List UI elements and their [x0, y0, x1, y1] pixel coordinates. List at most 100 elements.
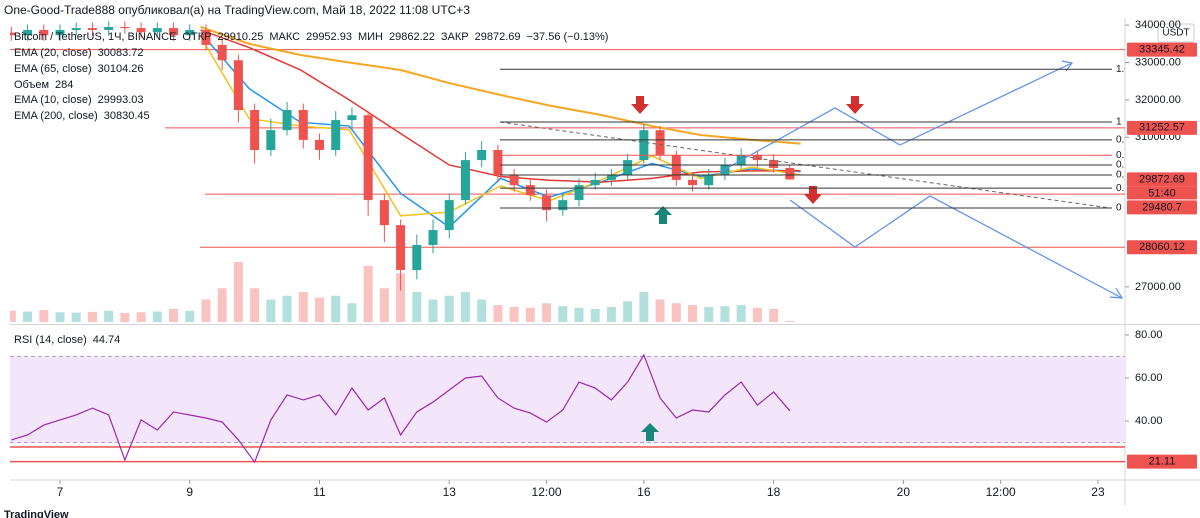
legend-name: EMA (20, close)	[14, 47, 92, 59]
x-tick-label: 13	[443, 485, 457, 499]
volume-bar	[185, 310, 195, 322]
candle-body	[606, 175, 616, 180]
candle-body	[769, 160, 779, 168]
candle-body	[623, 160, 633, 176]
volume-bar	[558, 306, 568, 322]
volume-bar	[233, 262, 243, 322]
candle-body	[23, 29, 33, 36]
volume-bar	[282, 295, 292, 322]
y-tick-label: 33000.00	[1135, 56, 1181, 68]
ohlc-label: ЗАКР	[441, 31, 469, 43]
y-tick-label: 34000.00	[1135, 19, 1181, 31]
y-tick-label: 40.00	[1135, 415, 1163, 427]
volume-bar	[525, 307, 535, 322]
candle-body	[671, 154, 681, 180]
volume-bar	[460, 292, 470, 322]
volume-bar	[379, 288, 389, 322]
ohlc-value: 29910.25	[217, 31, 263, 43]
candle-body	[688, 179, 698, 186]
candle-body	[379, 200, 389, 226]
level-tag-box	[1127, 200, 1197, 215]
legend-value: 284	[55, 79, 73, 91]
volume-bar	[136, 312, 146, 322]
candle-body	[233, 60, 243, 110]
legend-name: Объем	[14, 79, 49, 91]
candle-body	[412, 244, 422, 271]
ohlc-value: 29872.69	[475, 31, 521, 43]
candle-body	[542, 195, 552, 211]
countdown-box	[1127, 186, 1197, 200]
candle-body	[347, 115, 357, 121]
candle-body	[477, 149, 487, 161]
volume-bar	[671, 303, 681, 322]
y-tick-label: 80.00	[1135, 329, 1163, 341]
legend-value: 29993.03	[98, 94, 144, 106]
volume-bar	[104, 310, 114, 322]
candle-body	[136, 28, 146, 33]
candle-body	[87, 28, 97, 30]
x-tick-label: 16	[637, 485, 651, 499]
candle-body	[152, 28, 162, 33]
volume-bar	[23, 311, 33, 322]
candle-body	[55, 29, 65, 36]
volume-bar	[493, 305, 503, 322]
ohlc-change: −37.56 (−0.13%)	[527, 31, 609, 43]
projection-down	[789, 195, 1123, 299]
volume-bar	[590, 308, 600, 322]
x-tick-label: 12:00	[986, 485, 1016, 499]
candle-body	[655, 130, 665, 155]
currency-box	[1157, 23, 1195, 43]
x-tick-label: 11	[313, 485, 326, 499]
volume-bar	[55, 312, 65, 322]
candle-body	[396, 225, 406, 271]
rsi-pane	[10, 353, 1125, 464]
ohlc-value: 29862.22	[389, 31, 435, 43]
volume-bar	[39, 310, 49, 322]
fib-label: 0.	[1116, 150, 1124, 161]
volume-bar	[542, 303, 552, 322]
arrow-head	[1061, 60, 1074, 72]
legend-name: RSI (14, close)	[14, 334, 87, 346]
volume-bar	[477, 299, 487, 322]
candle-body	[39, 29, 49, 36]
level-tag-box	[1127, 120, 1197, 135]
candle-body	[71, 28, 81, 30]
level-tag: 29480.7	[1142, 201, 1182, 213]
y-tick-label: 27000.00	[1135, 281, 1181, 293]
legend-value: 44.74	[93, 334, 121, 346]
candle-body	[266, 130, 276, 150]
ohlc-label: МИН	[358, 31, 383, 43]
price-pane: 1.010.0.0.0.0.0	[10, 21, 1125, 322]
candle-body	[282, 109, 292, 131]
candle-body	[120, 26, 130, 29]
volume-bar	[736, 305, 746, 322]
candle-body	[201, 29, 211, 45]
y-tick-label: 60.00	[1135, 372, 1163, 384]
x-tick-label: 7	[57, 485, 64, 499]
candle-body	[331, 120, 341, 150]
publisher: One-Good-Trade888 опубликовал(а) на Trad…	[4, 3, 470, 17]
candle-body	[720, 164, 730, 176]
fib-label: 0	[1116, 203, 1122, 214]
volume-bar	[769, 308, 779, 322]
sell-arrow	[804, 186, 822, 204]
candle-body	[574, 185, 584, 201]
volume-bar	[10, 310, 16, 322]
candle-body	[104, 26, 114, 30]
candle-body	[185, 29, 195, 36]
rsi-level-tag-box	[1127, 454, 1197, 469]
candle-body	[493, 149, 503, 176]
buy-arrow	[654, 206, 672, 224]
candle-body	[314, 139, 324, 150]
volume-bar	[331, 295, 341, 322]
volume-bar	[363, 265, 373, 322]
sell-arrow	[846, 96, 864, 114]
level-tag-box	[1127, 240, 1197, 255]
candle-body	[250, 109, 260, 150]
volume-bar	[201, 299, 211, 322]
candle-body	[509, 175, 519, 186]
volume-bar	[509, 307, 519, 322]
candle-body	[298, 109, 308, 140]
legend-name: EMA (65, close)	[14, 63, 92, 75]
legend-value: 30083.72	[98, 47, 144, 59]
